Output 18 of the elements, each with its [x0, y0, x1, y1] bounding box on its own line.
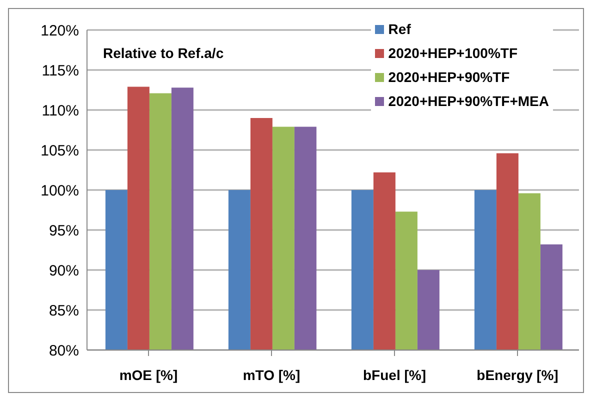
y-tick-label: 105% [40, 142, 79, 160]
annotation: Relative to Ref.a/c [103, 45, 224, 61]
legend-label: 2020+HEP+90%TF [388, 68, 510, 87]
x-tick-label: bEnergy [%] [476, 366, 558, 383]
y-tick-label: 80% [48, 342, 79, 360]
x-tick-label: mOE [%] [119, 366, 178, 383]
legend-label: Ref [388, 20, 411, 39]
y-tick-label: 95% [48, 222, 79, 240]
y-tick-label: 100% [40, 182, 79, 200]
y-tick-label: 120% [40, 22, 79, 40]
y-tick-label: 110% [42, 102, 79, 120]
x-tick-label: bFuel [%] [363, 366, 426, 383]
x-tick-label: mTO [%] [242, 366, 300, 383]
y-tick-label: 115% [42, 62, 79, 80]
y-tick-label: 90% [48, 262, 79, 280]
legend-label: 2020+HEP+100%TF [388, 44, 518, 63]
legend-label: 2020+HEP+90%TF+MEA [388, 92, 549, 111]
y-tick-label: 85% [48, 302, 79, 320]
